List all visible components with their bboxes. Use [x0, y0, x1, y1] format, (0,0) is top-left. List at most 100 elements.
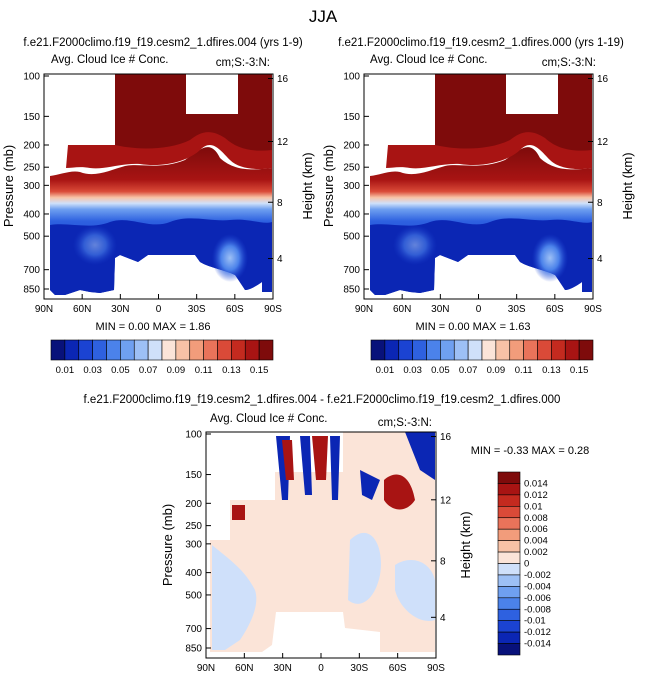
colorbar-swatch — [497, 494, 521, 507]
colorbar-label: 0.002 — [524, 547, 548, 558]
y-tick-label: 500 — [185, 590, 202, 601]
colorbar-label: 0.11 — [195, 365, 213, 376]
y-right-tick-label: 8 — [440, 556, 446, 567]
plot-area — [43, 73, 274, 300]
y-tick-label: 400 — [23, 209, 40, 220]
colorbar-swatch — [497, 643, 521, 656]
panel-left-label: Avg. Cloud Ice # Conc. — [51, 54, 168, 66]
panel-top-left: f.e21.F2000climo.f19_f19.cesm2_1.dfires.… — [1, 37, 315, 376]
y-tick-label: 700 — [343, 265, 360, 276]
colorbar-swatch — [497, 483, 521, 496]
colorbar-swatch — [495, 339, 511, 361]
y-right-tick-label: 12 — [277, 137, 289, 148]
southern-ice-core — [532, 234, 568, 282]
figure-title: JJA — [309, 7, 338, 26]
y-axis-label-right: Height (km) — [300, 152, 315, 219]
colorbar-swatch — [384, 339, 400, 361]
y-right-tick-label: 12 — [440, 495, 452, 506]
colorbar-label: 0.05 — [431, 365, 450, 376]
x-tick-label: 30N — [111, 304, 129, 315]
colorbar-swatch — [497, 563, 521, 576]
y-tick-label: 300 — [185, 539, 202, 550]
y-right-tick-label: 16 — [440, 432, 452, 443]
colorbar-swatch — [231, 339, 246, 361]
colorbar-swatch — [244, 339, 260, 361]
x-ticks: 90N 60N 30N 0 30S 60S 90S — [197, 653, 445, 674]
y-ticks: 100 150 200 250 300 400 500 700 850 — [185, 430, 211, 655]
colorbar-label: 0.09 — [487, 365, 506, 376]
x-tick-label: 60S — [226, 304, 244, 315]
x-tick-label: 0 — [318, 663, 324, 674]
colorbar-swatch — [497, 540, 521, 553]
colorbar-label: 0.07 — [139, 365, 158, 376]
panel-title: f.e21.F2000climo.f19_f19.cesm2_1.dfires.… — [338, 37, 624, 49]
colorbar-label: 0.01 — [56, 365, 75, 376]
y-ticks-right: 16 12 8 4 — [588, 74, 609, 265]
colorbar-swatch — [258, 339, 274, 361]
x-tick-label: 30S — [350, 663, 368, 674]
colorbar-swatch — [551, 339, 566, 361]
x-tick-label: 60N — [235, 663, 253, 674]
x-tick-label: 90N — [355, 304, 373, 315]
y-tick-label: 100 — [185, 430, 202, 441]
y-right-tick-label: 16 — [597, 74, 609, 85]
colorbar-swatch — [497, 631, 521, 644]
colorbar-swatch — [50, 339, 66, 361]
y-tick-label: 500 — [23, 232, 40, 243]
colorbar-swatch — [120, 339, 135, 361]
y-tick-label: 250 — [343, 163, 360, 174]
colorbar-swatch — [537, 339, 552, 361]
panel-right-label: cm;S:-3:N: — [378, 417, 432, 429]
x-tick-label: 90N — [197, 663, 215, 674]
plot-area — [205, 431, 437, 659]
x-tick-label: 90S — [427, 663, 445, 674]
northern-ice-core — [73, 225, 117, 265]
y-tick-label: 250 — [185, 521, 202, 532]
y-tick-label: 850 — [185, 644, 202, 655]
upper-ice-cap-core — [115, 74, 272, 151]
colorbar: 0.01 0.03 0.05 0.07 0.09 0.11 0.13 0.15 — [50, 339, 274, 376]
min-max-label: MIN = -0.33 MAX = 0.28 — [471, 445, 590, 457]
panel-left-label: Avg. Cloud Ice # Conc. — [370, 54, 487, 66]
colorbar-label: -0.01 — [524, 616, 546, 627]
panel-left-label: Avg. Cloud Ice # Conc. — [210, 413, 327, 425]
y-tick-label: 250 — [23, 163, 40, 174]
min-max-label: MIN = 0.00 MAX = 1.86 — [96, 321, 211, 333]
colorbar-label: 0.07 — [459, 365, 478, 376]
colorbar-label: 0.01 — [376, 365, 395, 376]
y-axis-label-right: Height (km) — [620, 152, 635, 219]
colorbar-label: 0.008 — [524, 513, 548, 524]
x-tick-label: 0 — [156, 304, 162, 315]
x-tick-label: 90S — [264, 304, 282, 315]
y-tick-label: 850 — [343, 285, 360, 296]
colorbar-swatch — [106, 339, 121, 361]
y-tick-label: 150 — [185, 470, 202, 481]
colorbar-swatch — [64, 339, 80, 361]
colorbar-label: 0.01 — [524, 501, 543, 512]
y-axis-label: Pressure (mb) — [160, 504, 175, 586]
colorbar-label: 0.014 — [524, 478, 548, 489]
panel-title: f.e21.F2000climo.f19_f19.cesm2_1.dfires.… — [84, 394, 561, 406]
colorbar-label: -0.012 — [524, 627, 551, 638]
y-right-tick-label: 16 — [277, 74, 289, 85]
colorbar-swatch — [497, 506, 521, 519]
colorbar-label: 0.11 — [515, 365, 533, 376]
x-tick-label: 60S — [389, 663, 407, 674]
colorbar-swatch — [497, 551, 521, 564]
colorbar-swatch — [453, 339, 469, 361]
x-tick-label: 30N — [273, 663, 291, 674]
y-tick-label: 100 — [23, 72, 40, 83]
y-tick-label: 850 — [23, 285, 40, 296]
colorbar-label: -0.006 — [524, 593, 551, 604]
negative-patches — [212, 532, 435, 650]
x-tick-label: 60N — [73, 304, 91, 315]
colorbar-label: 0.03 — [403, 365, 422, 376]
y-tick-label: 700 — [23, 265, 40, 276]
colorbar-label: -0.002 — [524, 570, 551, 581]
panel-difference: f.e21.F2000climo.f19_f19.cesm2_1.dfires.… — [84, 394, 590, 674]
colorbar-swatch — [497, 586, 521, 599]
colorbar-swatch — [497, 517, 521, 530]
colorbar-swatch — [370, 339, 386, 361]
colorbar-swatch — [497, 620, 521, 633]
colorbar: 0.0140.0120.010.0080.0060.0040.0020-0.00… — [497, 471, 551, 656]
